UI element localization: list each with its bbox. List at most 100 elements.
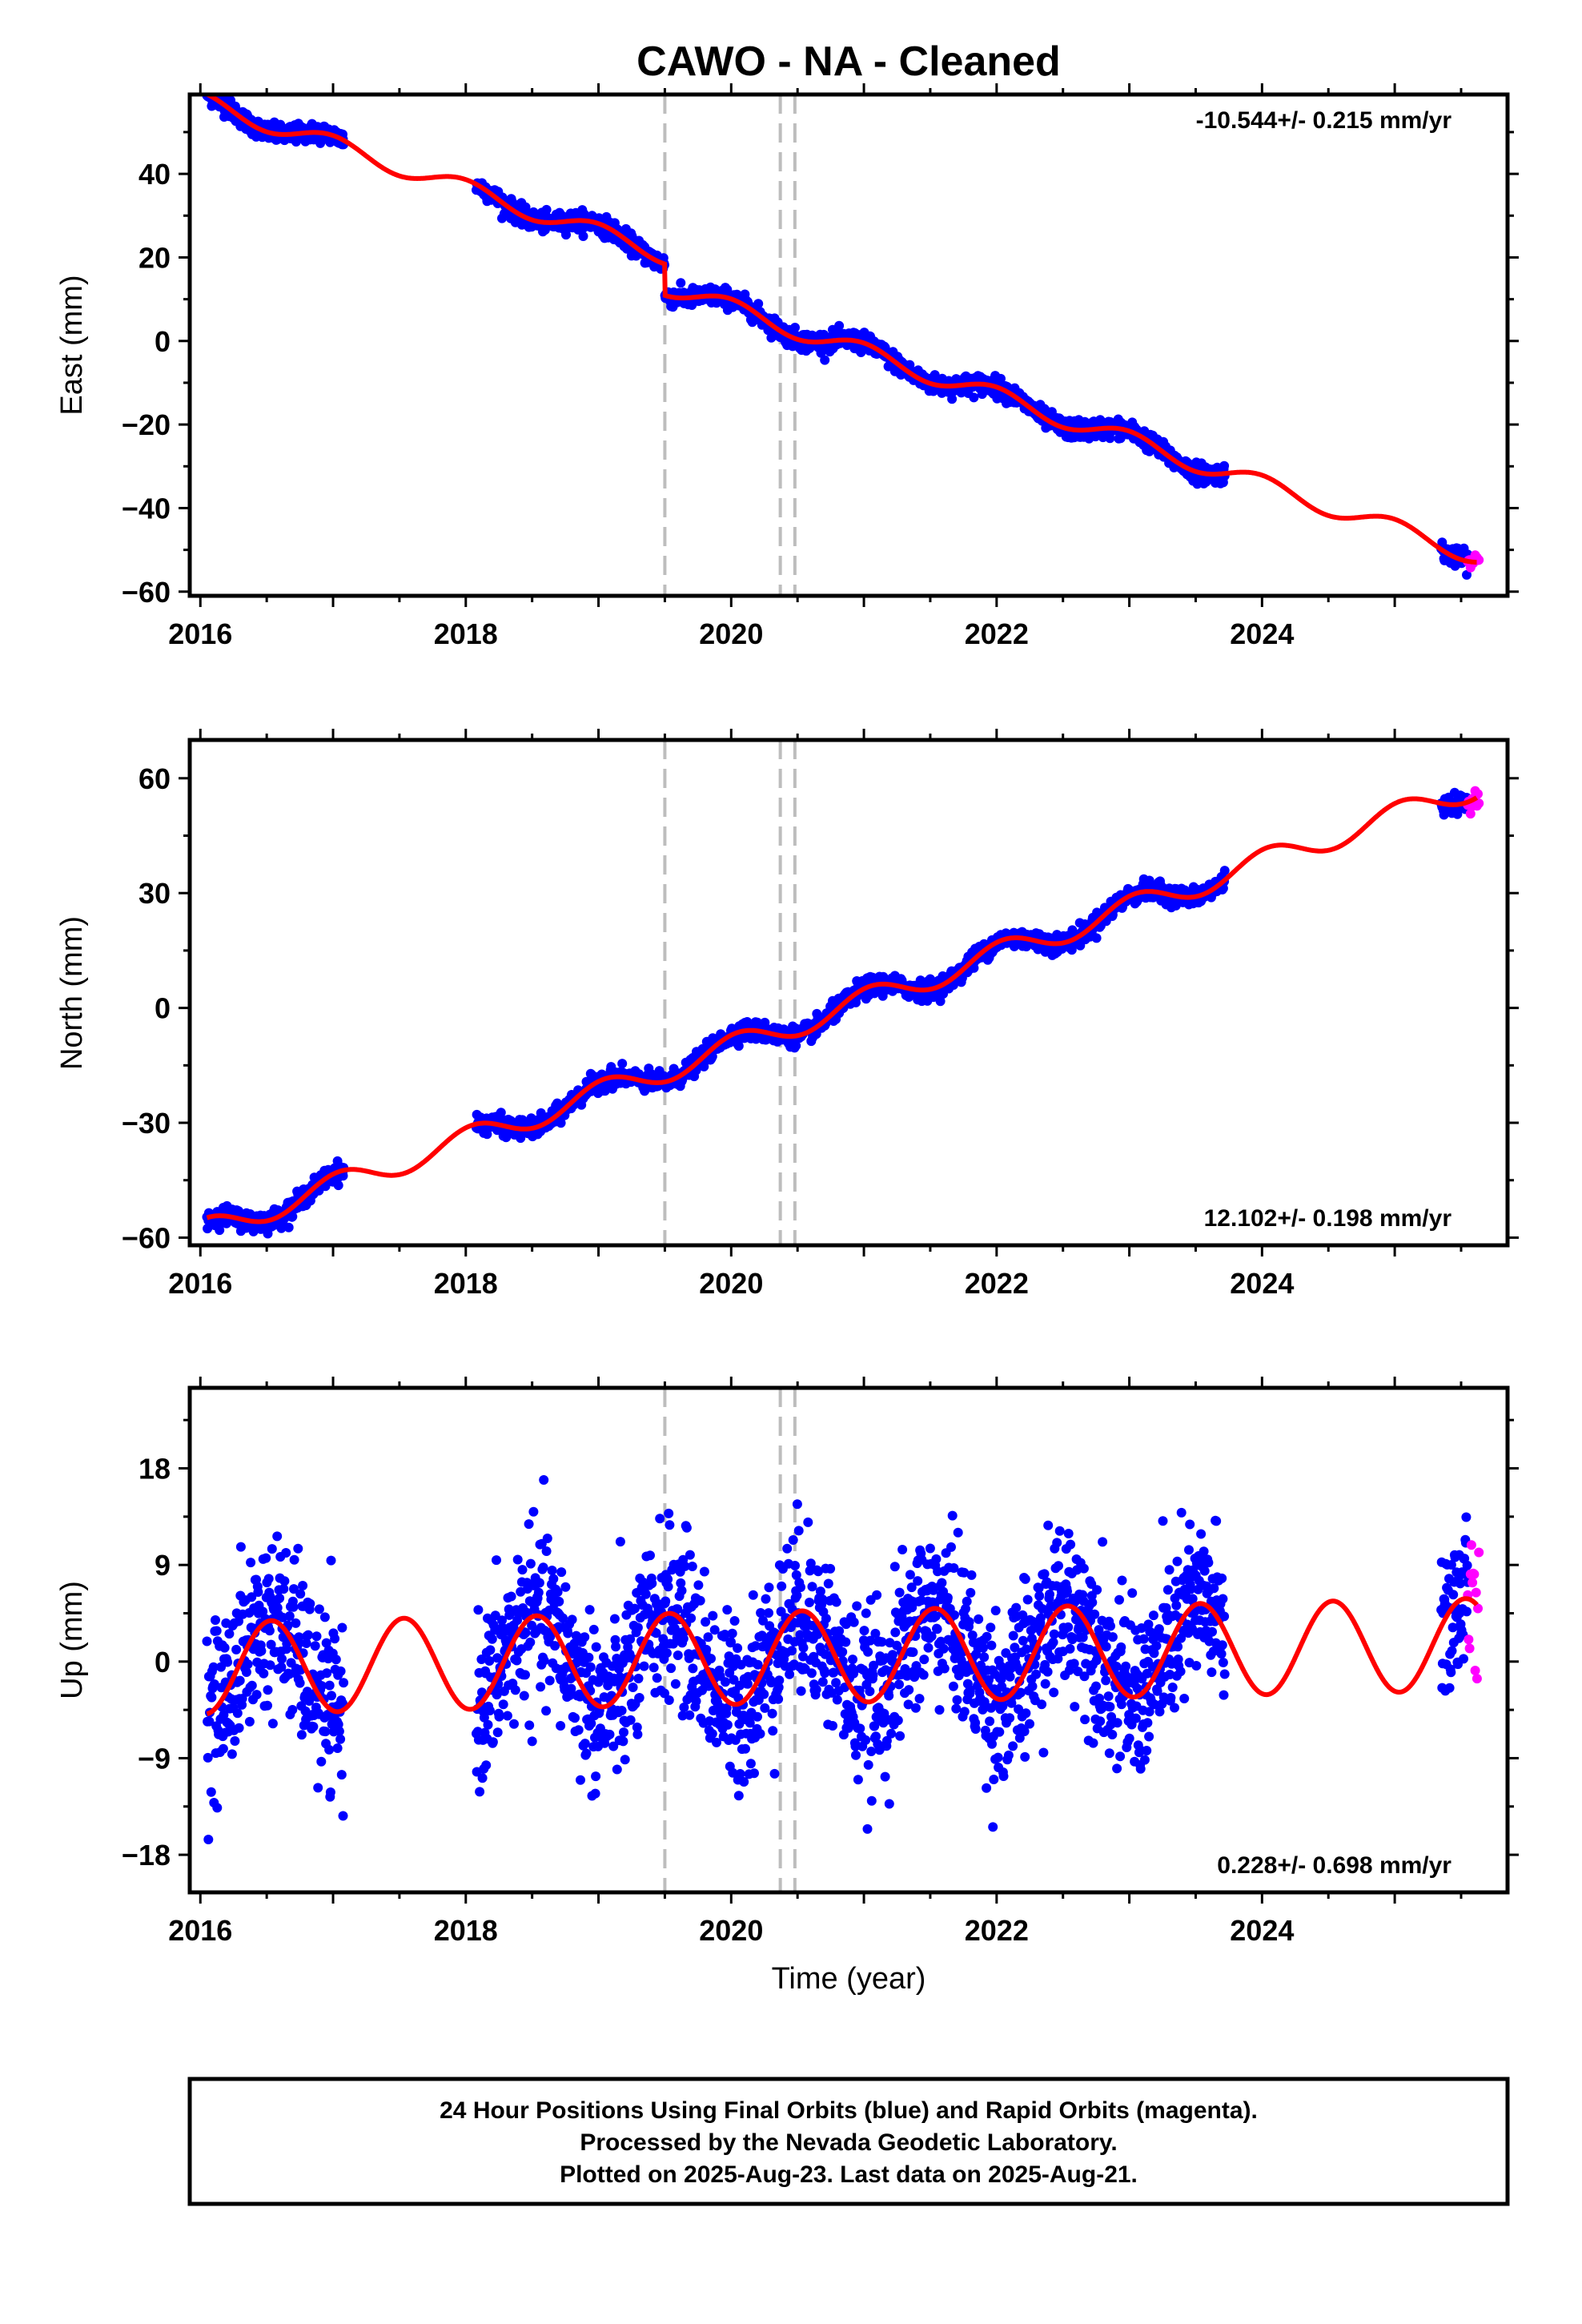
data-point xyxy=(661,1596,671,1606)
data-point xyxy=(492,1727,503,1738)
data-point xyxy=(541,1546,552,1556)
data-point xyxy=(310,1641,320,1651)
data-point xyxy=(212,1803,223,1813)
x-tick-label: 2024 xyxy=(1230,1267,1294,1300)
data-point xyxy=(232,1708,243,1719)
data-point xyxy=(291,1618,301,1628)
data-point xyxy=(320,1727,331,1737)
data-point xyxy=(326,1555,336,1566)
data-point xyxy=(616,1706,627,1715)
data-point xyxy=(609,1614,620,1624)
data-point xyxy=(688,1663,698,1674)
data-point xyxy=(506,1591,516,1602)
data-point xyxy=(295,1678,305,1688)
data-point xyxy=(947,394,958,404)
data-point xyxy=(324,1744,335,1755)
data-point xyxy=(203,1835,214,1844)
data-point xyxy=(584,1652,594,1663)
y-tick-label: 0 xyxy=(155,992,171,1025)
data-point xyxy=(483,1719,493,1730)
data-point xyxy=(337,1622,347,1633)
data-point xyxy=(576,1775,585,1785)
data-point xyxy=(481,1760,492,1771)
data-point xyxy=(563,1628,573,1638)
data-point xyxy=(338,1811,348,1821)
data-point xyxy=(541,1706,552,1716)
data-point xyxy=(722,1605,733,1615)
data-point xyxy=(640,1589,651,1599)
data-point xyxy=(287,1705,298,1715)
x-tick-label: 2022 xyxy=(965,1267,1029,1300)
data-point xyxy=(664,1695,674,1705)
data-point xyxy=(578,231,588,241)
data-point xyxy=(298,1581,308,1590)
data-point xyxy=(263,1228,273,1239)
data-point xyxy=(733,1791,744,1801)
data-point xyxy=(275,1593,285,1603)
data-point xyxy=(556,1118,566,1128)
rate-label: 12.102+/- 0.198 mm/yr xyxy=(1204,1205,1452,1232)
data-point xyxy=(293,1543,303,1554)
data-point xyxy=(313,1783,323,1793)
data-point xyxy=(625,1715,636,1725)
data-point xyxy=(319,1612,330,1622)
data-point xyxy=(263,1685,273,1695)
data-point xyxy=(498,1699,508,1710)
data-point xyxy=(510,1685,520,1695)
data-point xyxy=(632,1622,643,1633)
data-point xyxy=(332,1743,343,1753)
data-point xyxy=(1105,433,1115,444)
data-point xyxy=(611,1642,621,1652)
data-point xyxy=(487,1634,497,1644)
data-point xyxy=(517,1565,528,1575)
data-point xyxy=(277,1654,287,1664)
data-point xyxy=(834,320,845,331)
data-point xyxy=(820,355,830,365)
data-point xyxy=(722,1719,733,1730)
x-tick-label: 2018 xyxy=(434,1267,498,1300)
data-point xyxy=(591,1771,601,1782)
data-point xyxy=(203,1224,213,1234)
data-point xyxy=(647,1578,657,1589)
data-point xyxy=(525,1558,536,1569)
data-point xyxy=(253,1587,263,1597)
data-point xyxy=(264,1626,275,1636)
data-point xyxy=(544,1675,555,1686)
data-point xyxy=(664,1508,674,1518)
data-point xyxy=(339,1678,349,1688)
x-tick-label: 2020 xyxy=(699,1267,763,1300)
data-point xyxy=(554,1596,564,1606)
data-point xyxy=(281,1548,291,1558)
data-point xyxy=(330,1634,340,1644)
data-point xyxy=(539,1655,549,1666)
y-tick-label: 40 xyxy=(139,158,171,191)
data-point xyxy=(484,1706,495,1715)
data-point xyxy=(707,1729,717,1739)
data-point xyxy=(267,1719,278,1729)
data-point xyxy=(473,1605,484,1615)
data-point xyxy=(652,1673,662,1683)
data-point xyxy=(676,278,686,288)
data-point xyxy=(289,1554,299,1565)
data-point xyxy=(632,1729,643,1739)
data-point xyxy=(556,1567,567,1578)
data-point xyxy=(296,1730,307,1740)
data-point xyxy=(230,1736,240,1746)
data-point xyxy=(666,1663,677,1674)
data-point xyxy=(528,1506,539,1517)
data-point xyxy=(335,1734,346,1744)
data-point xyxy=(701,1644,712,1655)
data-point xyxy=(227,1749,237,1759)
data-point xyxy=(570,1713,580,1723)
data-point xyxy=(234,1723,244,1733)
y-tick-label: 30 xyxy=(139,877,171,910)
data-point xyxy=(673,1651,683,1660)
data-point xyxy=(655,1514,665,1524)
data-point xyxy=(311,1631,322,1642)
data-point xyxy=(259,1668,269,1679)
data-point xyxy=(620,1755,630,1765)
data-point xyxy=(524,1519,534,1530)
data-point xyxy=(211,1615,220,1625)
data-point xyxy=(207,1692,217,1703)
